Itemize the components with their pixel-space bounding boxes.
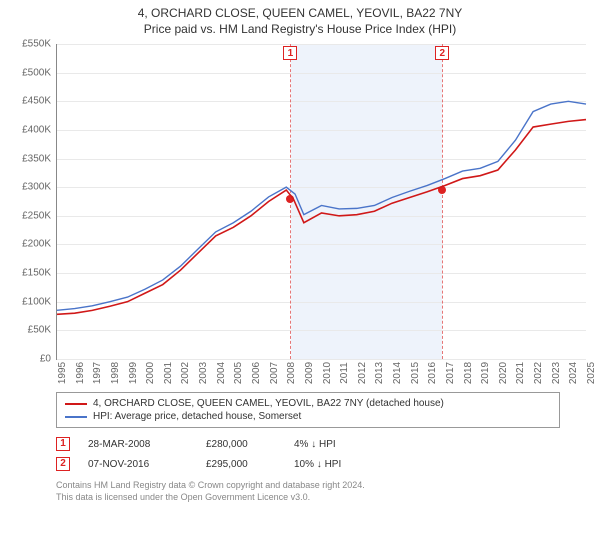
x-tick-label: 2017 [445,362,456,384]
legend-swatch [65,403,87,405]
event-diff: 10% ↓ HPI [294,459,560,470]
x-tick-label: 2007 [269,362,280,384]
event-number-box: 2 [56,457,70,471]
x-tick-label: 2005 [233,362,244,384]
y-tick-label: £50K [28,325,51,336]
x-tick-label: 1996 [75,362,86,384]
y-tick-label: £200K [22,239,51,250]
y-tick-label: £550K [22,39,51,50]
chart: 12 £0£50K£100K£150K£200K£250K£300K£350K£… [56,44,586,384]
plot-region: 12 £0£50K£100K£150K£200K£250K£300K£350K£… [56,44,586,360]
legend: 4, ORCHARD CLOSE, QUEEN CAMEL, YEOVIL, B… [56,392,560,428]
events-table: 1 28-MAR-2008 £280,000 4% ↓ HPI 2 07-NOV-2016… [56,434,560,474]
y-tick-label: £500K [22,67,51,78]
series-line-hpi [57,101,586,310]
page-title: 4, ORCHARD CLOSE, QUEEN CAMEL, YEOVIL, B… [10,6,590,20]
x-tick-label: 1995 [57,362,68,384]
x-tick-label: 1997 [92,362,103,384]
x-tick-label: 2006 [251,362,262,384]
event-number-box: 1 [56,437,70,451]
x-tick-label: 2012 [357,362,368,384]
y-tick-label: £350K [22,153,51,164]
x-tick-label: 2010 [322,362,333,384]
x-tick-label: 2015 [410,362,421,384]
event-price: £295,000 [206,459,276,470]
event-date: 28-MAR-2008 [88,439,188,450]
x-tick-label: 2018 [463,362,474,384]
x-tick-label: 1998 [110,362,121,384]
y-tick-label: £450K [22,96,51,107]
x-tick-label: 2025 [586,362,597,384]
event-row: 1 28-MAR-2008 £280,000 4% ↓ HPI [56,434,560,454]
legend-label: 4, ORCHARD CLOSE, QUEEN CAMEL, YEOVIL, B… [93,398,444,409]
x-tick-label: 2014 [392,362,403,384]
x-tick-label: 2016 [427,362,438,384]
x-tick-label: 2009 [304,362,315,384]
event-date: 07-NOV-2016 [88,459,188,470]
y-tick-label: £100K [22,296,51,307]
footer-line: Contains HM Land Registry data © Crown c… [56,480,560,492]
x-tick-label: 1999 [128,362,139,384]
gridline [57,359,586,360]
x-tick-label: 2008 [286,362,297,384]
y-tick-label: £150K [22,268,51,279]
y-tick-label: £250K [22,210,51,221]
x-tick-label: 2023 [551,362,562,384]
series-line-property [57,120,586,315]
legend-swatch [65,416,87,418]
x-tick-label: 2022 [533,362,544,384]
legend-item: HPI: Average price, detached house, Some… [65,410,551,423]
x-tick-label: 2020 [498,362,509,384]
event-diff: 4% ↓ HPI [294,439,560,450]
footer-attribution: Contains HM Land Registry data © Crown c… [56,480,560,503]
x-tick-label: 2019 [480,362,491,384]
x-tick-label: 2000 [145,362,156,384]
y-tick-label: £400K [22,124,51,135]
x-tick-label: 2013 [374,362,385,384]
page-subtitle: Price paid vs. HM Land Registry's House … [10,22,590,36]
event-price: £280,000 [206,439,276,450]
footer-line: This data is licensed under the Open Gov… [56,492,560,504]
legend-item: 4, ORCHARD CLOSE, QUEEN CAMEL, YEOVIL, B… [65,397,551,410]
x-tick-label: 2011 [339,362,350,384]
x-tick-label: 2021 [515,362,526,384]
x-tick-label: 2003 [198,362,209,384]
x-tick-label: 2002 [180,362,191,384]
x-tick-label: 2004 [216,362,227,384]
x-tick-label: 2001 [163,362,174,384]
event-row: 2 07-NOV-2016 £295,000 10% ↓ HPI [56,454,560,474]
x-tick-label: 2024 [568,362,579,384]
legend-label: HPI: Average price, detached house, Some… [93,411,301,422]
y-tick-label: £0 [40,354,51,365]
y-tick-label: £300K [22,182,51,193]
